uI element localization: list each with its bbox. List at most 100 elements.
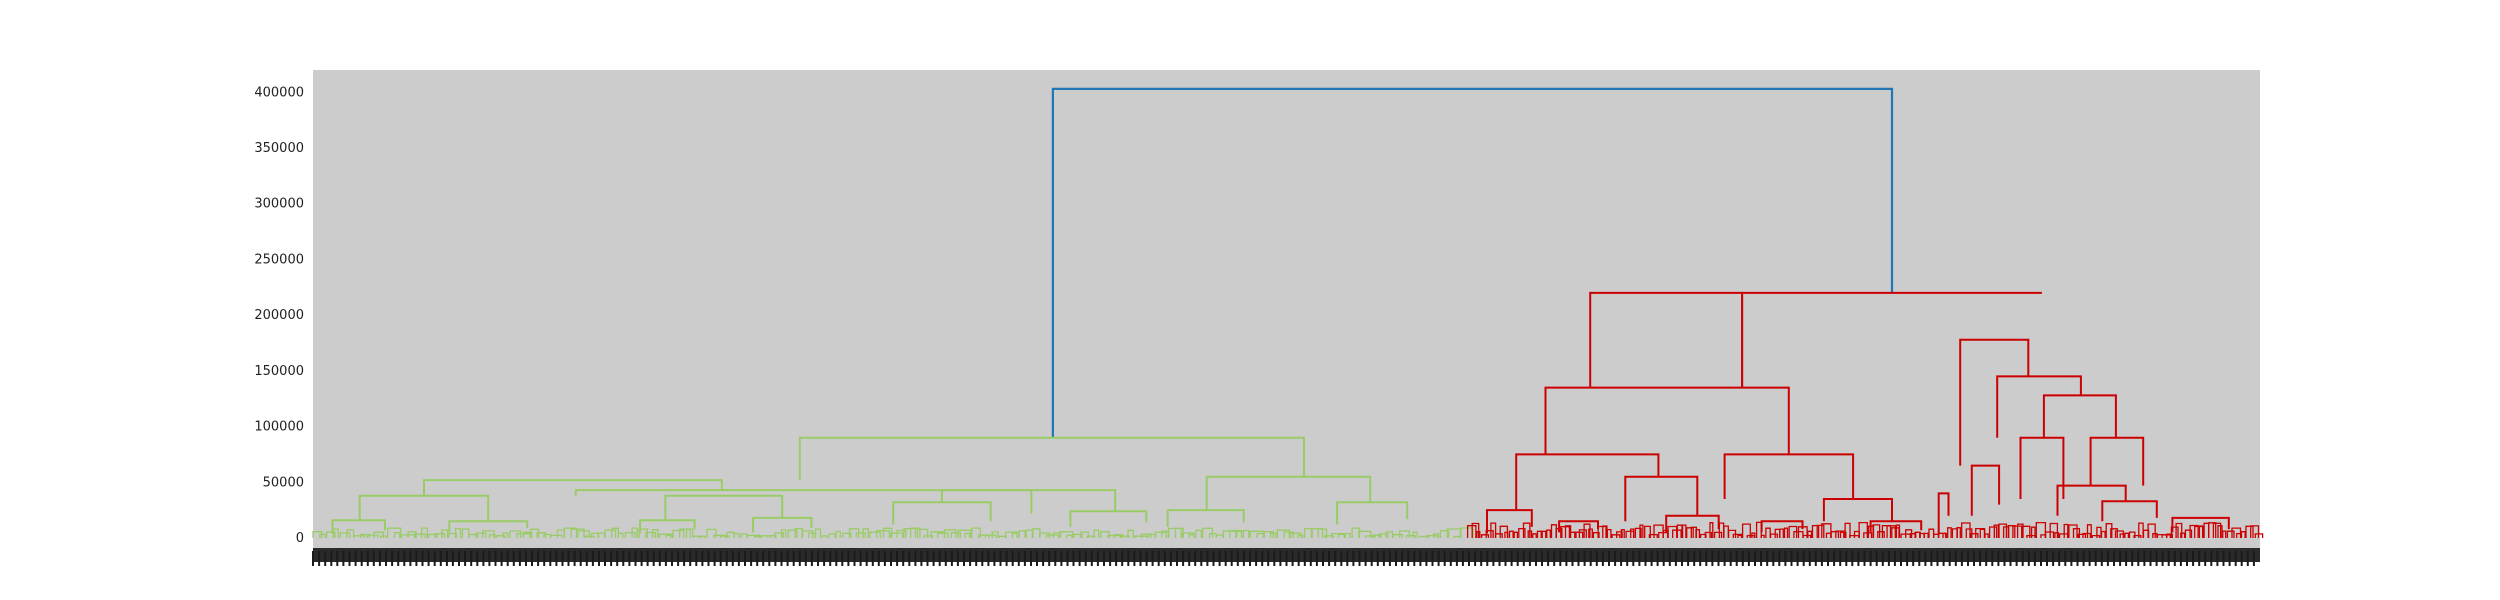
leaf-link [1597, 525, 1607, 538]
leaf-link [2175, 522, 2183, 538]
leaf-link [2124, 532, 2130, 538]
leaf-link [1709, 522, 1714, 538]
dendrogram-link [2171, 516, 2230, 533]
dendrogram-link [2019, 436, 2065, 499]
dendrogram-link [1937, 492, 1950, 535]
leaf-link [869, 531, 881, 538]
leaf-link [488, 533, 496, 538]
leaf-link [2105, 523, 2113, 538]
leaf-link [1297, 534, 1304, 538]
leaf-link [2240, 531, 2246, 538]
leaf-link [454, 527, 462, 538]
leaf-link [2217, 525, 2223, 538]
leaf-link [1392, 534, 1404, 538]
dendrogram-link [1665, 514, 1720, 533]
dendrogram-link [2056, 484, 2127, 516]
y-tick-label: 50000 [263, 475, 304, 490]
leaf-link [1195, 529, 1202, 538]
y-tick-label: 0 [296, 531, 304, 546]
leaf-link [679, 528, 691, 538]
leaf-link [1518, 527, 1526, 538]
leaf-link [1569, 531, 1577, 538]
dendrogram-link [639, 519, 696, 534]
leaf-link [502, 532, 509, 538]
leaf-link [835, 530, 841, 538]
leaf-link [617, 532, 624, 538]
leaf-link [1592, 532, 1600, 538]
leaf-link [1988, 526, 1998, 538]
leaf-link [1811, 524, 1820, 538]
leaf-link [672, 529, 685, 538]
leaf-link [2086, 524, 2092, 538]
leaf-link [658, 533, 673, 538]
leaf-link [441, 529, 449, 538]
dendrogram-link [1558, 520, 1599, 533]
y-tick-label: 300000 [254, 197, 304, 212]
leaf-link [1490, 522, 1497, 538]
leaf-link [1242, 529, 1250, 538]
leaf-link [2100, 530, 2106, 538]
leaf-link [971, 527, 981, 538]
leaf-clusters [312, 521, 2264, 538]
leaf-link [332, 528, 339, 538]
leaf-link [1779, 528, 1784, 538]
leaf-link [1485, 530, 1494, 538]
leaf-link [1546, 529, 1551, 538]
leaf-link [1947, 527, 1952, 538]
leaf-link [1073, 533, 1083, 538]
leaf-link [1807, 530, 1813, 538]
leaf-link [1269, 532, 1277, 538]
leaf-link [1858, 521, 1868, 538]
leaf-link [814, 528, 822, 538]
leaf-link [1681, 524, 1687, 538]
leaf-link [1317, 528, 1328, 538]
leaf-link [2245, 525, 2254, 538]
leaf-link [964, 532, 971, 538]
leaf-link [2212, 522, 2222, 538]
leaf-link [2007, 525, 2016, 538]
leaf-link [1942, 532, 1947, 538]
dendrogram-link [1996, 375, 2082, 438]
leaf-link [1134, 535, 1148, 538]
leaf-link [319, 533, 326, 538]
leaf-link [421, 527, 429, 538]
leaf-link [1331, 532, 1345, 538]
y-tick-label: 100000 [254, 420, 304, 435]
leaf-link [1011, 532, 1018, 538]
leaf-link [1937, 532, 1947, 538]
dendrogram-link [1544, 386, 1790, 455]
dendrogram-link [1486, 509, 1533, 534]
dendrogram-link [1741, 291, 2042, 388]
leaf-link [937, 532, 949, 538]
leaf-link [1835, 530, 1845, 538]
leaf-link [1079, 531, 1089, 538]
dendrogram-link [1515, 453, 1660, 511]
leaf-link [828, 533, 836, 538]
leaf-link [638, 528, 649, 538]
leaf-link [1741, 523, 1751, 538]
leaf-link [1648, 533, 1658, 538]
leaf-link [1769, 533, 1778, 538]
leaf-link [563, 527, 578, 538]
leaf-link [1378, 533, 1389, 538]
leaf-link [1783, 527, 1789, 538]
leaf-link [1127, 529, 1134, 538]
leaf-link [719, 535, 730, 538]
leaf-link [387, 527, 402, 538]
leaf-link [916, 528, 929, 538]
leaf-link [339, 532, 351, 538]
leaf-link [1140, 533, 1152, 538]
leaf-link [1527, 530, 1533, 538]
leaf-link [2189, 524, 2199, 538]
leaf-link [665, 534, 672, 538]
leaf-link [1984, 533, 1989, 538]
leaf-link [2030, 526, 2036, 538]
leaf-link [1588, 528, 1593, 538]
leaf-link [2035, 521, 2047, 538]
y-tick-label: 200000 [254, 308, 304, 323]
leaf-link [1412, 531, 1418, 538]
leaf-link [1541, 530, 1547, 538]
leaf-link [2133, 534, 2142, 538]
dendrogram-link [940, 489, 1117, 512]
